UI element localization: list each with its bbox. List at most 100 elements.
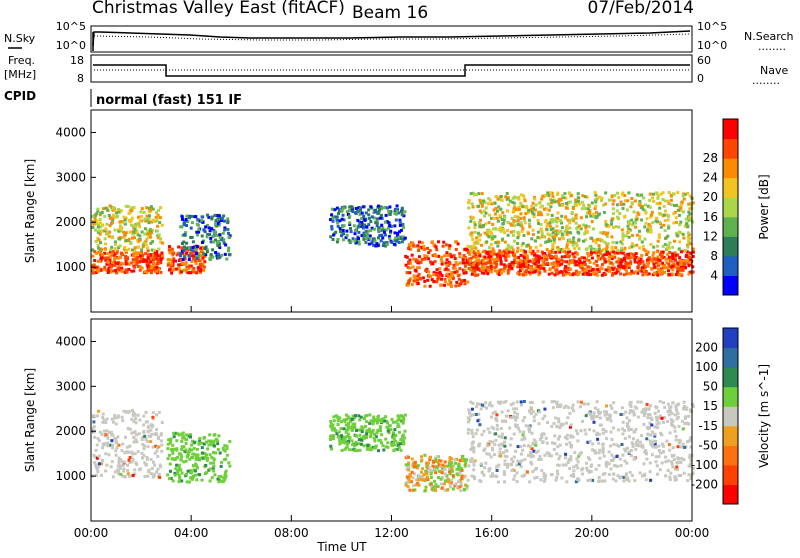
velocity-cell bbox=[223, 444, 227, 448]
power-cell bbox=[332, 233, 336, 237]
velocity-cell bbox=[125, 410, 129, 414]
power-cell bbox=[682, 236, 686, 240]
velocity-cell bbox=[202, 436, 206, 440]
power-cell bbox=[532, 212, 536, 216]
power-cell bbox=[500, 268, 504, 272]
power-cell bbox=[586, 265, 590, 269]
power-cell bbox=[584, 247, 588, 251]
power-cell bbox=[414, 269, 418, 273]
velocity-cell bbox=[398, 430, 401, 434]
power-cell bbox=[570, 260, 574, 263]
power-cell bbox=[99, 229, 103, 233]
power-cell bbox=[189, 264, 193, 268]
velocity-cell bbox=[667, 413, 671, 417]
velocity-cell bbox=[491, 440, 495, 444]
power-cell bbox=[556, 248, 560, 252]
power-cell bbox=[625, 269, 629, 273]
power-cell bbox=[348, 221, 352, 225]
power-cell bbox=[574, 221, 578, 225]
velocity-cell bbox=[374, 435, 378, 439]
power-cell bbox=[502, 263, 506, 267]
velocity-cell bbox=[502, 470, 506, 474]
power-cell bbox=[136, 233, 140, 237]
velocity-cell bbox=[676, 415, 680, 419]
velocity-cell bbox=[224, 469, 228, 473]
power-cell bbox=[543, 252, 547, 255]
velocity-cell bbox=[621, 453, 625, 457]
power-cell bbox=[544, 194, 548, 197]
power-cell bbox=[111, 219, 114, 223]
velocity-cell bbox=[93, 435, 97, 439]
velocity-cell bbox=[645, 403, 649, 406]
power-cell bbox=[493, 201, 497, 205]
power-cell bbox=[136, 215, 140, 219]
power-cell bbox=[581, 194, 585, 198]
velocity-cell bbox=[527, 425, 531, 429]
power-cell bbox=[685, 253, 688, 257]
velocity-cell bbox=[534, 451, 538, 454]
power-cell bbox=[341, 206, 345, 210]
power-cell bbox=[660, 254, 664, 258]
power-cell bbox=[502, 218, 506, 222]
velocity-cell bbox=[192, 464, 195, 468]
freq-unit-label: [MHz] bbox=[4, 68, 36, 81]
velocity-cell bbox=[111, 475, 115, 479]
velocity-cell bbox=[521, 419, 525, 423]
power-cell bbox=[689, 201, 693, 205]
power-cell bbox=[398, 230, 401, 234]
power-cell bbox=[358, 212, 362, 216]
velocity-cell bbox=[675, 403, 679, 407]
velocity-cell bbox=[101, 412, 105, 416]
velocity-cell bbox=[526, 470, 529, 474]
power-cell bbox=[393, 238, 397, 242]
power-cell bbox=[356, 218, 360, 222]
power-cell bbox=[652, 245, 656, 249]
velocity-cell bbox=[466, 416, 470, 420]
velocity-cell bbox=[374, 419, 378, 423]
velocity-cell bbox=[519, 400, 523, 404]
velocity-cell bbox=[479, 407, 483, 411]
power-cell bbox=[367, 213, 371, 217]
power-cell bbox=[175, 267, 178, 271]
power-cell bbox=[538, 201, 542, 205]
power-cell bbox=[472, 242, 476, 246]
power-cell bbox=[400, 210, 404, 214]
power-cell bbox=[193, 258, 197, 262]
power-cell bbox=[209, 253, 213, 257]
velocity-cell bbox=[640, 410, 644, 414]
power-cell bbox=[475, 259, 479, 263]
power-cell bbox=[684, 249, 687, 252]
power-cell bbox=[473, 226, 477, 229]
velocity-cell bbox=[500, 410, 504, 414]
freq-trace bbox=[93, 64, 690, 77]
power-cell bbox=[529, 208, 533, 212]
power-cell bbox=[454, 247, 458, 251]
velocity-cell bbox=[509, 463, 513, 467]
velocity-cell bbox=[407, 478, 411, 482]
power-cell bbox=[101, 223, 104, 227]
power-cell bbox=[214, 251, 218, 254]
power-cell bbox=[186, 248, 190, 252]
power-cell bbox=[481, 202, 484, 206]
power-cell bbox=[192, 266, 196, 270]
power-cell bbox=[681, 249, 685, 253]
power-cell bbox=[582, 256, 586, 260]
power-cell bbox=[190, 214, 194, 218]
velocity-cell bbox=[344, 430, 348, 434]
power-cell bbox=[607, 255, 611, 259]
power-cell bbox=[357, 240, 361, 244]
velocity-cell bbox=[359, 428, 363, 432]
power-cell bbox=[124, 262, 128, 266]
power-cell bbox=[614, 225, 618, 229]
power-cell bbox=[683, 259, 687, 262]
velocity-cell bbox=[674, 477, 678, 481]
power-cell bbox=[550, 199, 554, 203]
power-cell bbox=[470, 202, 474, 206]
power-cell bbox=[97, 250, 100, 254]
velocity-cell bbox=[130, 417, 134, 421]
velocity-cell bbox=[371, 422, 375, 426]
power-cell bbox=[167, 261, 171, 265]
power-cell bbox=[625, 272, 629, 276]
power-cell bbox=[575, 227, 579, 230]
power-cell bbox=[667, 214, 670, 218]
